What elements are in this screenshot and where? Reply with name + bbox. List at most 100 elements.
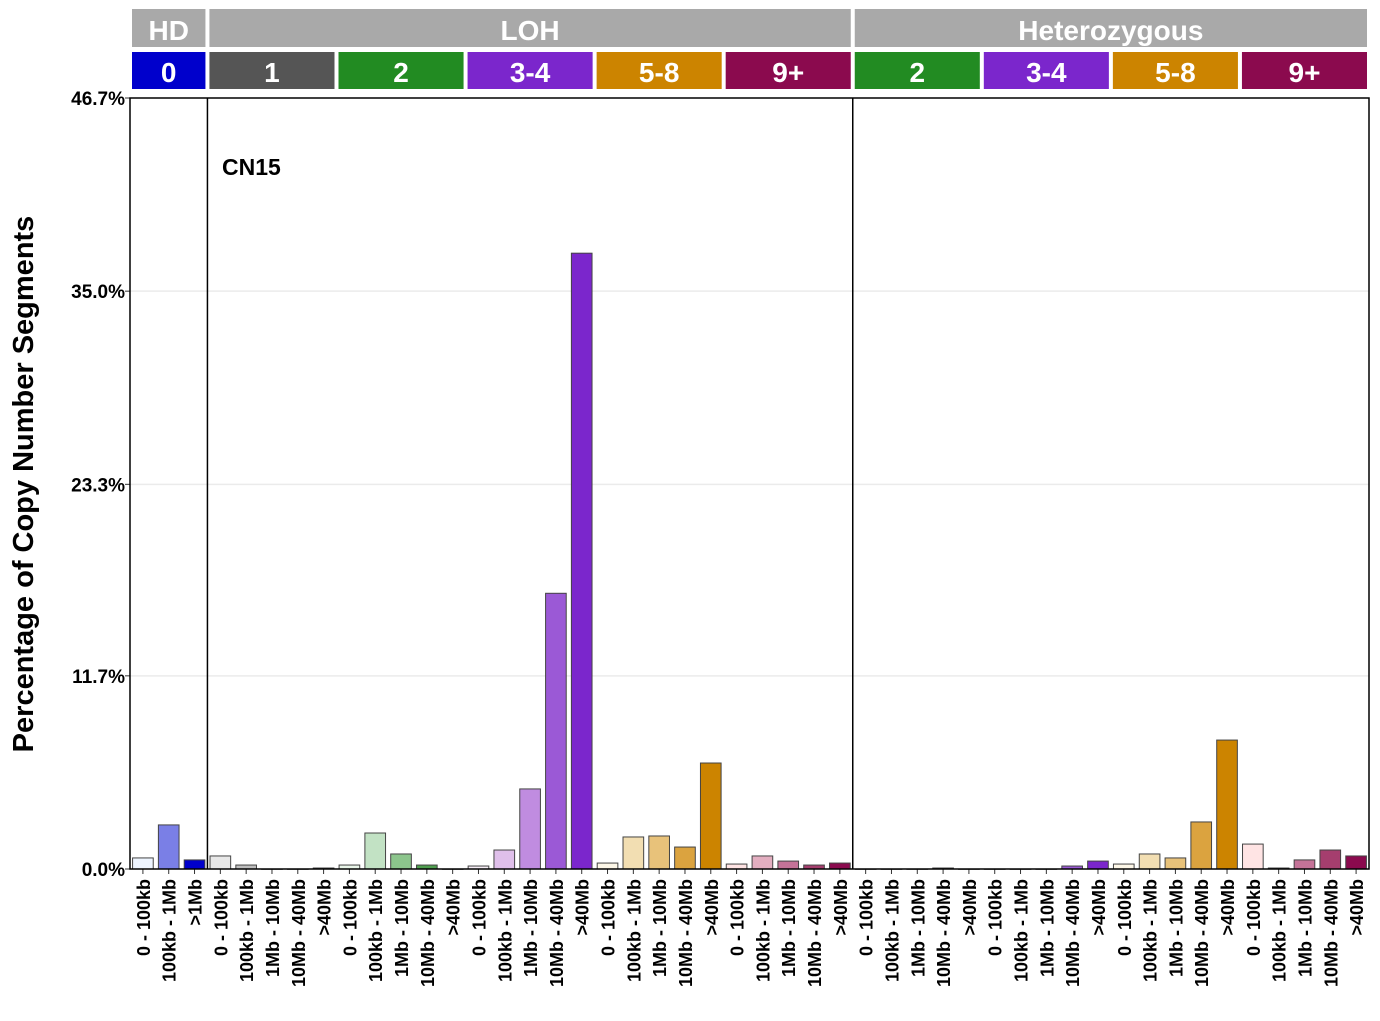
class-strip — [725, 52, 851, 89]
group-strip-loh — [209, 9, 851, 47]
class-strip-label: 9+ — [772, 57, 804, 88]
class-strip — [1241, 52, 1367, 89]
bar — [751, 855, 774, 870]
y-tick-label: 23.3% — [71, 475, 125, 496]
x-tick-label: >40Mb — [444, 879, 464, 936]
x-tick-label: 100kb - 1Mb — [366, 879, 386, 982]
x-tick-label: >40Mb — [831, 879, 851, 936]
x-tick-label: 0 - 100kb — [857, 879, 877, 956]
plot-background — [130, 98, 1369, 869]
bar — [674, 846, 696, 870]
x-tick-label: 0 - 100kb — [728, 879, 748, 956]
class-strip — [983, 52, 1109, 89]
x-tick-label: 1Mb - 10Mb — [779, 879, 799, 977]
bar — [1242, 843, 1264, 870]
x-tick-label: 10Mb - 40Mb — [289, 879, 309, 987]
x-tick-label: 1Mb - 10Mb — [650, 879, 670, 977]
x-tick-label: >40Mb — [1089, 879, 1109, 936]
group-strip-hd — [132, 9, 206, 47]
x-tick-label: >40Mb — [1218, 879, 1238, 936]
class-strip-label: 3-4 — [1026, 57, 1067, 88]
x-tick-label: 1Mb - 10Mb — [1295, 879, 1315, 977]
x-tick-label: 0 - 100kb — [1115, 879, 1135, 956]
group-strip-label: Heterozygous — [1018, 15, 1203, 46]
x-tick-label: 0 - 100kb — [134, 879, 154, 956]
bar — [132, 857, 154, 870]
group-strip-heterozygous — [854, 9, 1367, 47]
bar — [519, 788, 541, 870]
bar — [157, 824, 180, 870]
bar — [1319, 849, 1342, 870]
x-tick-label: >40Mb — [1347, 879, 1367, 936]
x-tick-label: 10Mb - 40Mb — [547, 879, 567, 987]
x-tick-label: 10Mb - 40Mb — [676, 879, 696, 987]
x-tick-label: 0 - 100kb — [340, 879, 360, 956]
x-tick-label: 10Mb - 40Mb — [1192, 879, 1212, 987]
bar — [183, 859, 206, 870]
bar — [1087, 860, 1109, 870]
x-tick-label: 10Mb - 40Mb — [1063, 879, 1083, 987]
y-tick-label: 46.7% — [71, 89, 125, 110]
x-tick-label: >40Mb — [702, 879, 722, 936]
x-tick-label: >40Mb — [315, 879, 335, 936]
x-tick-label: 100kb - 1Mb — [1012, 879, 1032, 982]
class-strip — [209, 52, 335, 89]
y-tick-label: 11.7% — [72, 667, 125, 688]
x-tick-label: 10Mb - 40Mb — [805, 879, 825, 987]
x-tick-label: 100kb - 1Mb — [1270, 879, 1290, 982]
x-tick-label: 1Mb - 10Mb — [1037, 879, 1057, 977]
x-tick-label: 1Mb - 10Mb — [263, 879, 283, 977]
bar — [829, 862, 851, 870]
bar — [570, 252, 593, 870]
bar — [1345, 855, 1367, 870]
bar — [209, 855, 232, 870]
plot-border — [129, 97, 1370, 870]
x-tick-label: >40Mb — [573, 879, 593, 936]
group-strip-label: LOH — [501, 15, 560, 46]
bar — [493, 849, 516, 870]
bar — [364, 832, 387, 870]
bar — [1216, 739, 1238, 870]
class-strip-label: 0 — [161, 57, 177, 88]
class-strip-label: 9+ — [1289, 57, 1321, 88]
x-tick-label: 100kb - 1Mb — [1141, 879, 1161, 982]
x-tick-label: 1Mb - 10Mb — [908, 879, 928, 977]
bar — [699, 762, 722, 870]
group-strip-label: HD — [148, 15, 188, 46]
bar — [1293, 859, 1316, 870]
class-strip-label: 5-8 — [1155, 57, 1195, 88]
x-tick-label: 100kb - 1Mb — [624, 879, 644, 982]
x-tick-label: 10Mb - 40Mb — [1321, 879, 1341, 987]
class-strip — [1112, 52, 1238, 89]
bar — [648, 835, 670, 870]
x-tick-label: >1Mb — [186, 879, 206, 926]
x-tick-label: 100kb - 1Mb — [753, 879, 773, 982]
x-tick-label: 100kb - 1Mb — [882, 879, 902, 982]
x-tick-label: 0 - 100kb — [1244, 879, 1264, 956]
x-tick-label: 1Mb - 10Mb — [1166, 879, 1186, 977]
y-tick-label: 35.0% — [71, 282, 125, 303]
bar — [1190, 821, 1213, 870]
x-tick-label: >40Mb — [960, 879, 980, 936]
y-tick-label: 0.0% — [82, 860, 125, 881]
annotation-label: CN15 — [222, 154, 281, 180]
bar — [1138, 853, 1161, 870]
class-strip — [338, 52, 464, 89]
class-strip-label: 1 — [264, 57, 280, 88]
class-strip — [854, 52, 980, 89]
x-tick-label: 100kb - 1Mb — [160, 879, 180, 982]
bar — [390, 853, 412, 870]
x-tick-label: 100kb - 1Mb — [495, 879, 515, 982]
bar — [1164, 857, 1187, 870]
bar — [545, 592, 567, 870]
x-tick-label: 1Mb - 10Mb — [521, 879, 541, 977]
x-tick-label: 0 - 100kb — [211, 879, 231, 956]
class-strip-label: 5-8 — [639, 57, 679, 88]
y-axis-label: Percentage of Copy Number Segments — [8, 216, 40, 753]
class-strip-label: 3-4 — [510, 57, 551, 88]
class-strip — [596, 52, 722, 89]
x-tick-label: 10Mb - 40Mb — [418, 879, 438, 987]
x-tick-label: 0 - 100kb — [469, 879, 489, 956]
